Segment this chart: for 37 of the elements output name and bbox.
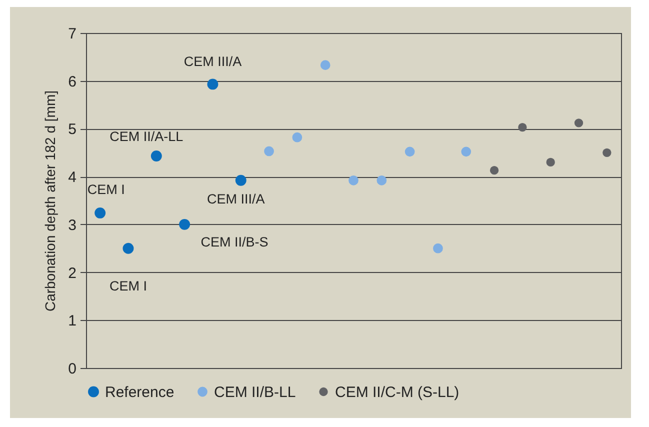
y-tick-label: 6 <box>68 73 76 90</box>
point <box>122 242 134 254</box>
legend-label: Reference <box>105 384 174 401</box>
point <box>235 174 246 186</box>
point <box>320 60 330 70</box>
annotation: CEM II/A-LL <box>110 128 184 144</box>
point <box>404 146 415 157</box>
point <box>433 243 443 254</box>
point <box>150 150 162 162</box>
point <box>348 175 358 186</box>
point <box>490 166 499 175</box>
point <box>207 78 218 90</box>
annotation: CEM III/A <box>206 191 265 206</box>
y-tick-label: 7 <box>68 26 76 42</box>
point <box>376 175 387 186</box>
point <box>264 146 274 156</box>
y-tick-label: 2 <box>68 264 76 282</box>
annotation: CEM I <box>109 278 147 294</box>
point <box>574 118 584 128</box>
annotation: CEM III/A <box>184 54 242 70</box>
annotation: CEM I <box>87 182 125 197</box>
y-tick-label: 4 <box>68 169 76 186</box>
point <box>179 218 190 230</box>
legend-label: CEM II/C-M (S-LL) <box>335 384 460 401</box>
y-axis-title: Carbonation depth after 182 d [mm] <box>42 90 58 312</box>
point <box>546 158 555 167</box>
y-tick-label: 1 <box>68 312 76 330</box>
point <box>292 132 302 142</box>
y-tick-label: 5 <box>68 121 76 138</box>
point <box>94 207 106 218</box>
point <box>461 146 472 157</box>
annotation: CEM II/B-S <box>200 234 268 250</box>
y-tick-label: 3 <box>68 216 76 234</box>
legend-label: CEM II/B-LL <box>214 384 296 401</box>
point <box>518 122 527 132</box>
y-tick-label: 0 <box>68 360 76 378</box>
point <box>602 148 612 157</box>
